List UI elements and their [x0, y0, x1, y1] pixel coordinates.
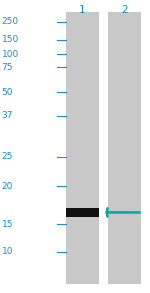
Bar	[66, 12, 99, 284]
Bar	[66, 208, 99, 217]
Text: 75: 75	[2, 63, 13, 72]
Text: 150: 150	[2, 35, 19, 44]
Text: 10: 10	[2, 248, 13, 256]
Text: 2: 2	[121, 5, 128, 15]
Text: 25: 25	[2, 152, 13, 161]
Text: 37: 37	[2, 111, 13, 120]
Text: 100: 100	[2, 50, 19, 59]
Text: 1: 1	[79, 5, 86, 15]
Text: 50: 50	[2, 88, 13, 97]
Text: 15: 15	[2, 220, 13, 229]
Text: 20: 20	[2, 182, 13, 190]
Text: 250: 250	[2, 18, 19, 26]
Bar	[108, 12, 141, 284]
